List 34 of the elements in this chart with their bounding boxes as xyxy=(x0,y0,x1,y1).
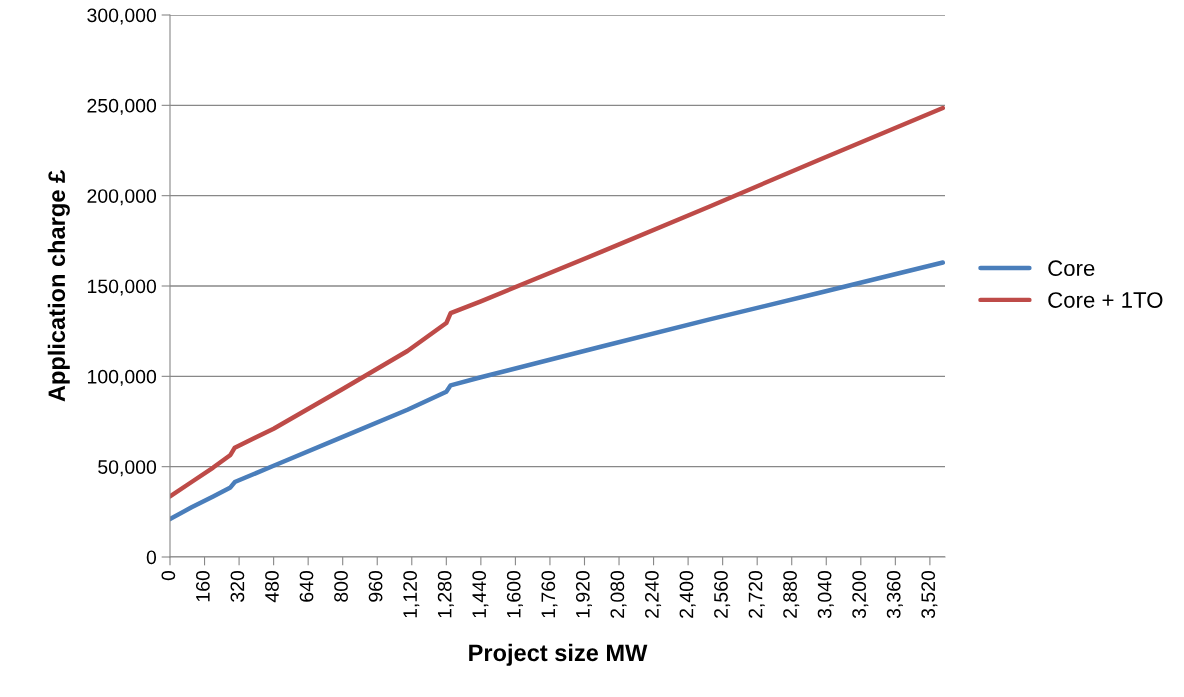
x-tick-label: 1,600 xyxy=(506,570,523,618)
y-tick-label: 200,000 xyxy=(87,189,157,206)
legend-label: Core + 1TO xyxy=(1048,292,1163,308)
x-tick-label: 1,120 xyxy=(403,570,420,618)
legend-label: Core xyxy=(1048,260,1095,277)
y-tick-label: 50,000 xyxy=(98,460,157,477)
x-tick-label: 2,080 xyxy=(610,570,627,618)
y-tick-label: 150,000 xyxy=(88,279,157,296)
x-tick-label: 2,240 xyxy=(645,570,662,618)
x-axis-title: Project size MW xyxy=(469,643,648,666)
y-tick-label: 100,000 xyxy=(88,369,157,386)
x-tick-label: 640 xyxy=(299,570,314,602)
x-tick-label: 960 xyxy=(368,570,383,602)
x-tick-label: 1,760 xyxy=(541,570,558,618)
x-tick-label: 0 xyxy=(161,570,176,581)
x-tick-label: 160 xyxy=(195,570,210,602)
x-tick-label: 800 xyxy=(334,570,348,602)
x-tick-label: 1,920 xyxy=(575,570,592,618)
x-tick-label: 480 xyxy=(265,570,279,603)
x-tick-label: 3,360 xyxy=(886,570,903,619)
x-tick-label: 2,560 xyxy=(714,570,731,618)
x-tick-label: 2,880 xyxy=(783,570,800,618)
x-tick-label: 2,400 xyxy=(679,570,696,618)
y-axis-title: Application charge £ xyxy=(47,170,70,402)
x-tick-label: 3,040 xyxy=(817,570,834,619)
y-tick-label: 300,000 xyxy=(87,8,157,25)
x-tick-label: 3,200 xyxy=(852,570,869,619)
x-tick-label: 3,520 xyxy=(921,570,938,619)
x-tick-label: 1,440 xyxy=(472,570,489,618)
y-tick-label: 250,000 xyxy=(87,98,157,115)
x-tick-label: 320 xyxy=(230,570,245,602)
y-tick-label: 0 xyxy=(146,550,157,565)
x-tick-label: 2,720 xyxy=(748,570,765,618)
x-tick-label: 1,280 xyxy=(437,570,454,618)
